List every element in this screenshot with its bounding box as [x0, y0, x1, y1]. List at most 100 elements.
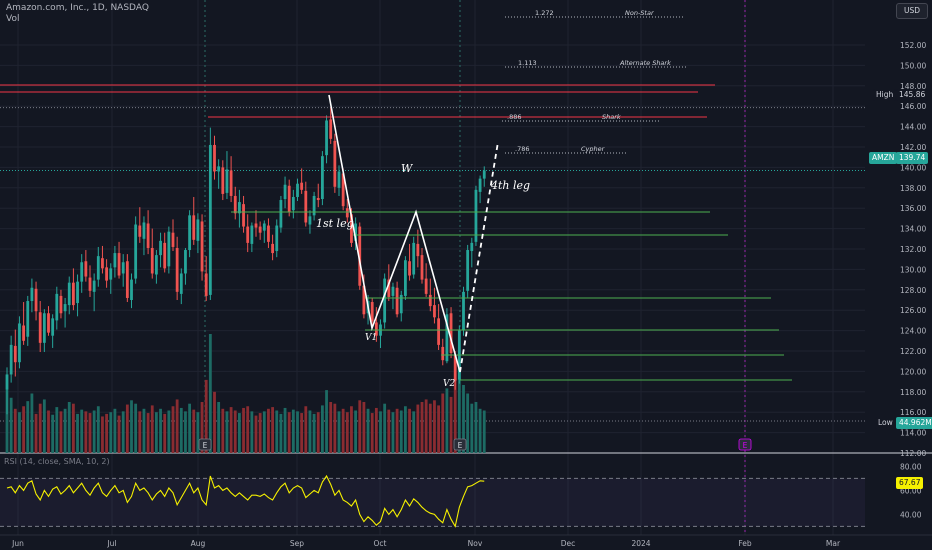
candle — [221, 160, 225, 201]
candle — [233, 186, 237, 220]
candle — [59, 289, 63, 319]
candle — [428, 278, 432, 312]
candle — [109, 263, 113, 294]
candle — [192, 196, 196, 245]
volume-bar — [321, 405, 324, 453]
candle — [72, 268, 75, 311]
candle-body — [117, 253, 121, 276]
candle-body — [250, 225, 254, 244]
time-tick-label: Jun — [11, 539, 24, 548]
volume-bar — [304, 406, 308, 453]
volume-bar — [18, 412, 21, 453]
volume-bar — [34, 413, 38, 453]
rsi-pane[interactable] — [0, 474, 865, 528]
candle — [408, 243, 411, 281]
candle — [142, 216, 146, 256]
candle-body — [179, 273, 183, 294]
candle — [370, 297, 374, 327]
volume-bar — [271, 407, 274, 453]
candle-body — [387, 279, 391, 297]
price-axis[interactable]: 112.00 114.00 116.00 118.00 120.00 122.00 124.… — [900, 41, 926, 519]
volume-bar — [250, 411, 254, 453]
candle-body — [329, 119, 333, 139]
candle — [246, 214, 250, 253]
low-label: Low — [875, 417, 896, 429]
candle — [146, 210, 150, 255]
candle — [345, 199, 349, 223]
time-axis[interactable]: Jun Jul Aug Sep Oct Nov Dec 2024 Feb Mar — [0, 534, 932, 548]
price-tick-label: 128.00 — [900, 286, 926, 295]
candle — [466, 244, 470, 298]
volume-bar — [233, 410, 237, 453]
candle-body — [225, 169, 229, 193]
volume-bar — [391, 412, 395, 453]
candle-body — [130, 279, 133, 300]
candle-body — [159, 240, 162, 256]
volume-legend: Vol — [6, 14, 20, 24]
price-tick-label: 118.00 — [900, 388, 926, 397]
candle-body — [47, 313, 50, 333]
candle — [167, 226, 171, 274]
candle — [242, 195, 245, 233]
candle-body — [55, 293, 59, 321]
volume-bar — [345, 412, 349, 453]
price-tick-label: 114.00 — [900, 429, 926, 438]
candle — [358, 222, 362, 290]
price-tick-label: 150.00 — [900, 61, 926, 70]
candle — [171, 219, 175, 252]
candle-body — [213, 144, 216, 172]
candle — [312, 191, 316, 221]
time-tick-label: Nov — [468, 539, 483, 548]
candle-body — [254, 223, 258, 228]
candle-body — [42, 313, 46, 343]
volume-bar — [204, 379, 208, 453]
candle — [279, 195, 283, 233]
rsi-tick-label: 80.00 — [900, 462, 922, 471]
price-tick-label: 136.00 — [900, 204, 926, 213]
candle-body — [150, 247, 154, 274]
volume-bar — [453, 378, 457, 453]
candle-body — [134, 224, 138, 279]
candlestick-series[interactable] — [5, 107, 486, 415]
candle — [22, 302, 25, 345]
candle — [258, 221, 262, 240]
volume-bar — [76, 413, 79, 453]
volume-bar — [72, 403, 75, 453]
volume-bar — [275, 410, 279, 453]
price-tick-label: 126.00 — [900, 306, 926, 315]
candle — [304, 181, 308, 227]
volume-bar — [138, 411, 142, 453]
candle-body — [188, 215, 191, 251]
candle-body — [304, 190, 308, 223]
candle — [204, 256, 208, 302]
volume-bar — [163, 413, 167, 453]
price-tick-label: 146.00 — [900, 102, 926, 111]
volume-bar — [370, 413, 374, 453]
candle-body — [412, 242, 416, 275]
candle — [5, 367, 9, 415]
volume-bar — [146, 413, 150, 453]
volume-bar — [42, 399, 46, 453]
candle-body — [437, 318, 440, 345]
candle — [163, 232, 167, 273]
volume-bar — [354, 410, 357, 453]
candle — [30, 278, 34, 313]
candle — [271, 234, 274, 261]
volume-bar — [474, 402, 478, 453]
volume-bar — [67, 402, 71, 453]
currency-button[interactable]: USD — [896, 3, 928, 19]
future-earnings-marker — [738, 438, 752, 451]
volume-bar — [84, 411, 88, 453]
candle — [291, 189, 295, 219]
volume-bar — [142, 408, 146, 453]
volume-bar — [171, 406, 175, 453]
candle-body — [325, 120, 328, 156]
candle-body — [478, 178, 482, 192]
candle-body — [80, 262, 84, 282]
candle-body — [184, 250, 187, 274]
candle-body — [337, 171, 341, 188]
candle — [225, 151, 229, 200]
volume-bar — [92, 410, 96, 453]
volume-bar — [22, 406, 25, 453]
